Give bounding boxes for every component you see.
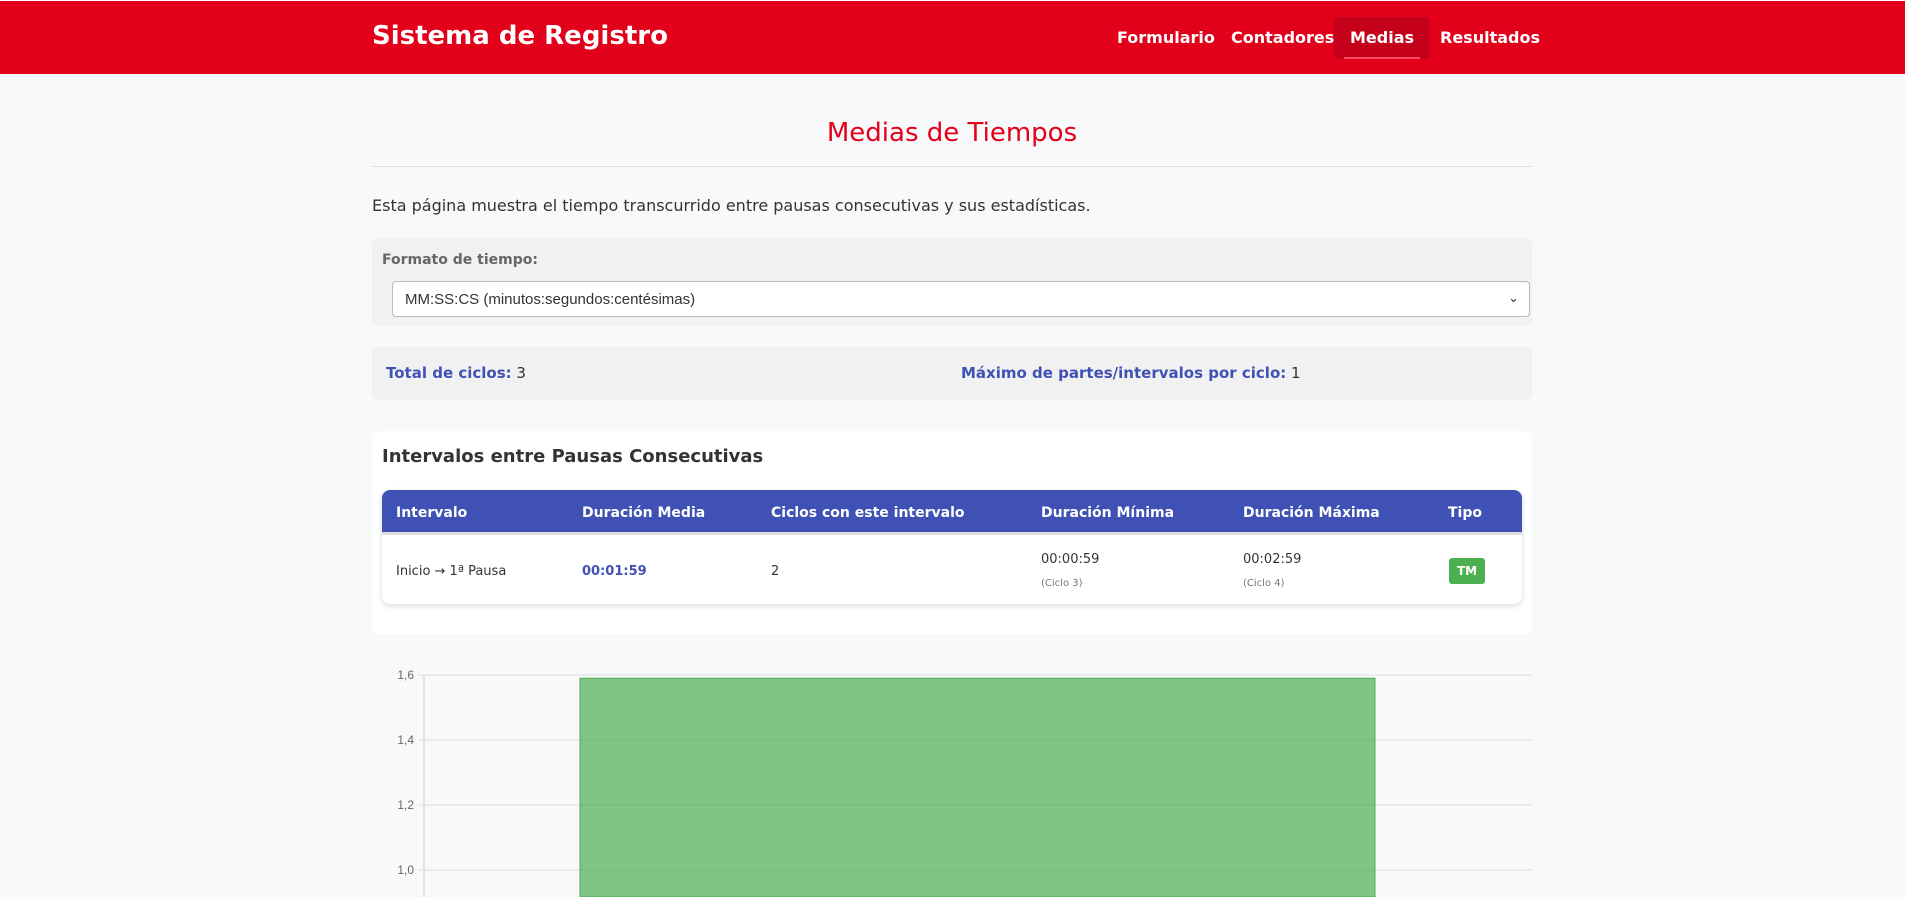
time-format-select[interactable]: MM:SS:CS (minutos:segundos:centésimas) ⌄ bbox=[392, 281, 1530, 317]
max-parts: Máximo de partes/intervalos por ciclo: 1 bbox=[961, 364, 1301, 382]
col-tipo: Tipo bbox=[1448, 505, 1482, 521]
intro-text: Esta página muestra el tiempo transcurri… bbox=[372, 196, 1091, 215]
nav-resultados[interactable]: Resultados bbox=[1440, 28, 1540, 47]
col-media: Duración Media bbox=[582, 505, 706, 521]
cell-cycles: 2 bbox=[771, 564, 780, 579]
cell-min-cycle: (Ciclo 3) bbox=[1041, 578, 1083, 589]
col-intervalo: Intervalo bbox=[396, 505, 468, 521]
cell-max-cycle: (Ciclo 4) bbox=[1243, 578, 1285, 589]
col-maxima: Duración Máxima bbox=[1243, 505, 1380, 521]
top-navbar: Sistema de Registro Formulario Contadore… bbox=[0, 0, 1905, 74]
intervals-title: Intervalos entre Pausas Consecutivas bbox=[382, 446, 764, 467]
cell-max: 00:02:59 bbox=[1243, 552, 1302, 567]
type-badge: TM bbox=[1449, 558, 1486, 584]
divider bbox=[372, 166, 1532, 167]
format-panel: Formato de tiempo: MM:SS:CS (minutos:seg… bbox=[372, 238, 1532, 326]
cell-min: 00:00:59 bbox=[1041, 552, 1100, 567]
cell-mean: 00:01:59 bbox=[582, 564, 647, 579]
nav-medias[interactable]: Medias bbox=[1334, 17, 1431, 59]
chevron-down-icon: ⌄ bbox=[1508, 290, 1519, 305]
cell-interval: Inicio → 1ª Pausa bbox=[396, 564, 507, 579]
y-tick-label: 1,6 bbox=[397, 668, 414, 682]
total-cycles: Total de ciclos: 3 bbox=[386, 364, 526, 382]
y-tick-label: 1,0 bbox=[397, 863, 414, 877]
intervals-card: Intervalos entre Pausas Consecutivas Int… bbox=[372, 431, 1532, 634]
intervals-table: Intervalo Duración Media Ciclos con este… bbox=[382, 490, 1522, 604]
format-label: Formato de tiempo: bbox=[382, 252, 538, 268]
time-format-value: MM:SS:CS (minutos:segundos:centésimas) bbox=[405, 291, 696, 308]
y-tick-label: 1,2 bbox=[397, 798, 414, 812]
stats-panel: Total de ciclos: 3 Máximo de partes/inte… bbox=[372, 347, 1532, 400]
table-header: Intervalo Duración Media Ciclos con este… bbox=[382, 490, 1522, 535]
nav-contadores[interactable]: Contadores bbox=[1231, 28, 1335, 47]
page-title: Medias de Tiempos bbox=[826, 118, 1078, 148]
brand-title[interactable]: Sistema de Registro bbox=[372, 21, 668, 51]
nav-formulario[interactable]: Formulario bbox=[1117, 28, 1215, 47]
y-tick-label: 1,4 bbox=[397, 733, 414, 747]
col-ciclos: Ciclos con este intervalo bbox=[771, 505, 965, 521]
col-minima: Duración Mínima bbox=[1041, 505, 1175, 521]
bar bbox=[579, 677, 1376, 897]
